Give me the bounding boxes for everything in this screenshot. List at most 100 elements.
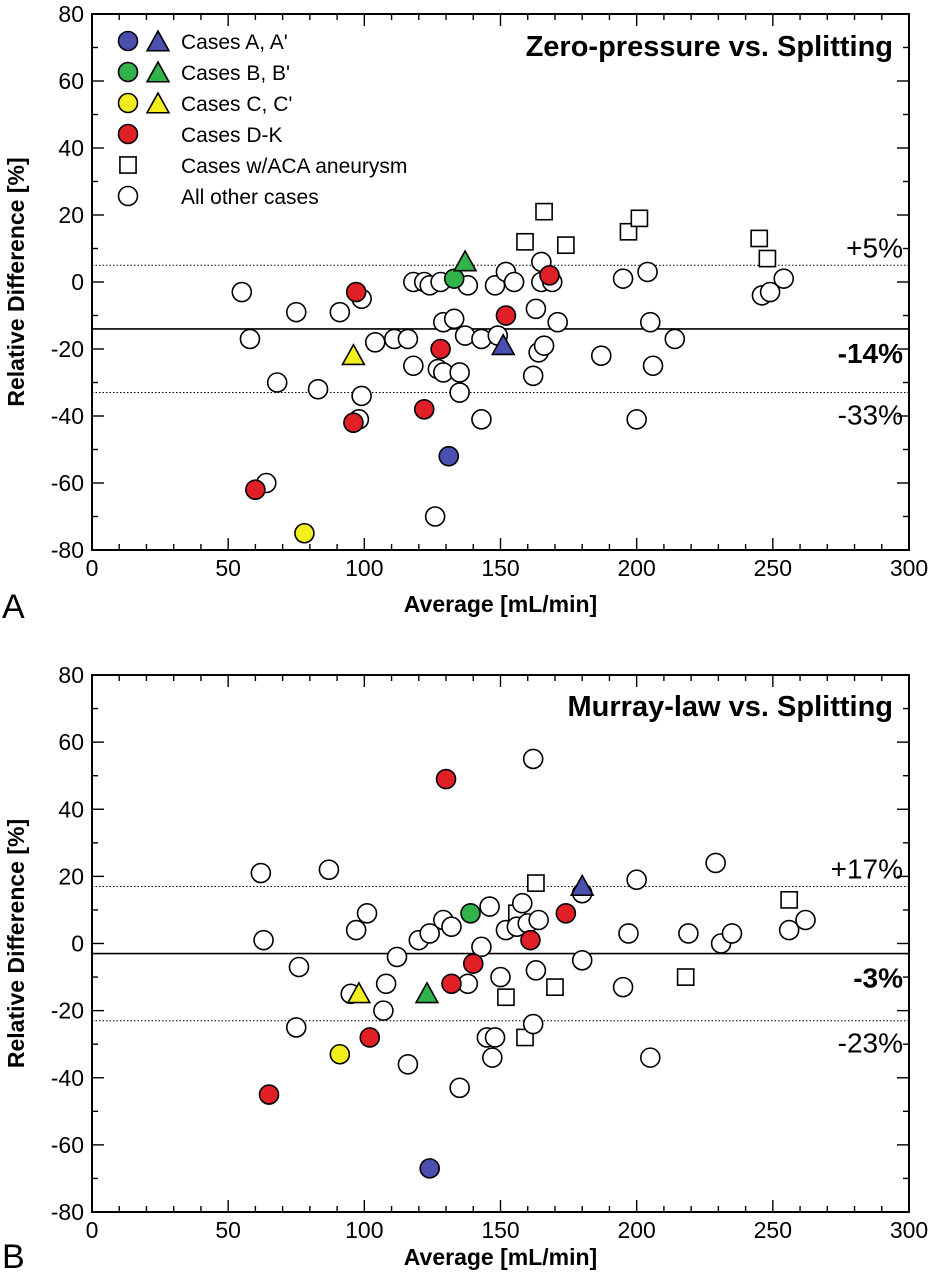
panel-letter: A (2, 588, 25, 626)
data-point (413, 398, 435, 420)
data-point (441, 973, 462, 995)
y-tick-label: -60 (51, 1132, 84, 1158)
data-point (285, 301, 307, 323)
data-point (522, 365, 544, 387)
data-point (471, 409, 492, 430)
legend-label: Cases w/ACA aneurysm (181, 155, 407, 178)
data-point (497, 988, 515, 1007)
data-point (318, 859, 340, 880)
data-point (231, 281, 253, 303)
y-tick-label: 0 (71, 931, 84, 957)
data-point (778, 919, 800, 941)
data-point (359, 1027, 381, 1048)
data-point (676, 968, 695, 986)
data-point (307, 378, 329, 400)
data-point (546, 978, 564, 997)
data-point (482, 1047, 503, 1068)
data-point (356, 902, 378, 924)
data-point (535, 202, 553, 221)
data-point (449, 382, 470, 403)
data-point (780, 890, 799, 909)
y-tick-label: 20 (58, 202, 84, 228)
x-axis-title: Average [mL/min] (404, 1244, 597, 1270)
data-point (288, 956, 310, 978)
legend-label: All other cases (181, 186, 319, 209)
data-point (503, 271, 525, 293)
data-point (664, 328, 686, 350)
data-point (533, 335, 555, 356)
x-tick-label: 0 (86, 555, 99, 581)
chart-panel-b: 0 50 100 150 200 250 300 -80 -60 -40 -20 0 20 40 60 80 A… (2, 662, 928, 1276)
data-point (516, 232, 534, 251)
y-tick-label: -20 (51, 336, 84, 362)
data-point (375, 973, 397, 995)
data-point (626, 409, 647, 430)
data-point (397, 328, 419, 350)
data-point (266, 372, 288, 393)
y-tick-label: 80 (58, 662, 84, 688)
data-point (471, 936, 492, 958)
y-tick-label: -20 (51, 998, 84, 1024)
y-tick-label: 60 (58, 729, 84, 755)
data-point (522, 1013, 544, 1035)
data-point (460, 902, 481, 924)
data-point (639, 311, 661, 333)
data-point (758, 249, 777, 268)
data-point (490, 966, 511, 988)
data-point (441, 916, 462, 938)
x-tick-label: 0 (86, 1217, 99, 1243)
data-point (329, 301, 351, 323)
data-point (414, 981, 440, 1004)
y-tick-label: -80 (51, 1199, 84, 1225)
data-point (618, 923, 639, 944)
x-tick-label: 150 (481, 555, 519, 581)
x-tick-label: 300 (890, 1217, 928, 1243)
legend-marker (145, 91, 171, 114)
legend-label: Cases A, A' (181, 31, 288, 54)
data-point (527, 874, 545, 892)
legend-label: Cases D-K (181, 124, 283, 147)
x-tick-label: 250 (754, 555, 792, 581)
data-point (569, 873, 595, 896)
legend-label: Cases B, B' (181, 62, 290, 85)
data-point (373, 1000, 394, 1021)
legend-marker (119, 156, 137, 174)
x-tick-label: 150 (481, 1217, 519, 1243)
x-tick-label: 300 (890, 555, 928, 581)
data-point (619, 222, 638, 241)
data-point (511, 892, 533, 914)
x-tick-label: 50 (215, 555, 241, 581)
y-tick-label: -40 (51, 1065, 84, 1091)
legend-marker (117, 92, 139, 114)
data-point (773, 268, 795, 289)
y-tick-label: 40 (58, 135, 84, 161)
data-point (495, 305, 517, 326)
data-point (443, 268, 465, 289)
legend-marker (117, 61, 139, 83)
reference-line-label: -14% (838, 338, 903, 369)
data-point (285, 1017, 307, 1038)
legend-marker (117, 185, 139, 207)
reference-line-label: -23% (838, 1028, 903, 1059)
data-point (438, 445, 460, 467)
y-tick-label: 60 (58, 68, 84, 94)
data-point (430, 338, 451, 360)
data-point (520, 929, 541, 951)
legend-marker (145, 60, 171, 83)
data-point (555, 902, 577, 924)
data-point (341, 343, 366, 366)
data-point (419, 1158, 440, 1179)
x-tick-label: 200 (617, 555, 655, 581)
data-point (239, 328, 261, 350)
data-point (522, 748, 544, 770)
y-axis-title: Relative Difference [%] (3, 819, 29, 1068)
panel-letter: B (2, 1238, 25, 1276)
data-point (525, 960, 547, 981)
y-tick-label: -80 (51, 537, 84, 563)
data-point (556, 236, 575, 255)
data-point (639, 1047, 661, 1068)
y-axis-title: Relative Difference [%] (3, 157, 29, 406)
data-point (626, 869, 647, 891)
y-tick-label: -60 (51, 470, 84, 496)
x-tick-label: 250 (754, 1217, 792, 1243)
